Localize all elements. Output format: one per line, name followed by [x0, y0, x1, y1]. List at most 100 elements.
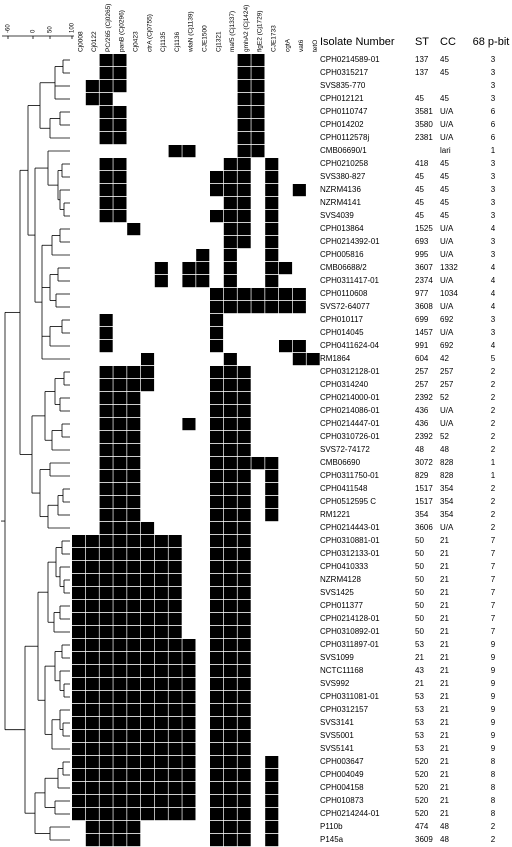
gene-cell: [279, 821, 292, 833]
gene-cell: [85, 613, 99, 626]
st-value: 418: [415, 159, 429, 168]
gene-cell: [279, 743, 292, 755]
gene-cell: [237, 67, 251, 80]
gene-cell: [210, 379, 224, 392]
isolate-name: CPH011377: [320, 601, 364, 610]
gene-cell: [85, 80, 99, 93]
gene-cell: [210, 145, 223, 157]
gene-cell: [307, 132, 320, 144]
gene-cell: [307, 639, 320, 651]
gene-cell: [99, 795, 113, 808]
gene-cell: [279, 119, 292, 131]
gene-cell: [99, 379, 113, 392]
cc-value: 354: [440, 510, 454, 519]
cc-value: U/A: [440, 276, 454, 285]
st-value: 21: [415, 679, 424, 688]
gene-cell: [223, 197, 237, 210]
gene-cell: [113, 54, 127, 67]
gene-cell: [127, 314, 140, 326]
gene-cell: [196, 613, 209, 625]
gene-cell: [141, 249, 154, 261]
gene-cell: [127, 457, 141, 470]
gene-cell: [155, 80, 168, 92]
pbit-value: 6: [491, 107, 496, 116]
isolate-name: CPH0214000-01: [320, 393, 380, 402]
gene-cell: [113, 80, 127, 93]
gene-cell: [85, 93, 99, 106]
st-value: 43: [415, 666, 424, 675]
gene-cell: [169, 132, 182, 144]
gene-cell: [85, 626, 99, 639]
gene-cell: [307, 808, 320, 820]
gene-cell: [293, 418, 306, 430]
gene-cell: [210, 600, 224, 613]
gene-cell: [182, 340, 195, 352]
gene-cell: [279, 327, 292, 339]
gene-cell: [237, 522, 251, 535]
gene-cell: [86, 353, 99, 365]
gene-cell: [293, 574, 306, 586]
gene-cell: [182, 184, 195, 196]
gene-cell: [169, 275, 182, 287]
gene-cell: [279, 457, 292, 469]
gene-cell: [169, 106, 182, 118]
st-value: 2381: [415, 133, 433, 142]
gene-cell: [99, 366, 113, 379]
cc-value: 45: [440, 159, 449, 168]
gene-cell: [237, 54, 251, 67]
gene-label: vat6: [298, 39, 305, 52]
gene-cell: [86, 444, 99, 456]
gene-cell: [265, 262, 279, 275]
gene-cell: [127, 600, 141, 613]
gene-cell: [72, 223, 85, 235]
gene-cell: [210, 158, 223, 170]
gene-cell: [293, 678, 306, 690]
gene-label: Cj0122: [91, 31, 98, 52]
gene-cell: [155, 509, 168, 521]
gene-cell: [155, 834, 168, 846]
gene-cell: [168, 548, 182, 561]
gene-cell: [141, 418, 154, 430]
gene-cell: [196, 639, 209, 651]
gene-cell: [141, 743, 155, 756]
cc-value: 21: [440, 783, 449, 792]
gene-cell: [307, 184, 320, 196]
gene-cell: [72, 327, 85, 339]
gene-cell: [141, 808, 155, 821]
gene-cell: [127, 808, 141, 821]
gene-cell: [265, 158, 279, 171]
gene-cell: [141, 730, 155, 743]
gene-cell: [86, 301, 99, 313]
gene-cell: [251, 145, 265, 158]
isolate-name: CPH013864: [320, 224, 364, 233]
gene-cell: [265, 171, 279, 184]
gene-cell: [292, 340, 306, 353]
gene-cell: [238, 327, 251, 339]
gene-cell: [154, 730, 168, 743]
gene-cell: [265, 184, 279, 197]
gene-cell: [127, 340, 140, 352]
gene-cell: [279, 275, 292, 287]
gene-cell: [279, 834, 292, 846]
pbit-value: 8: [491, 796, 496, 805]
gene-cell: [182, 704, 196, 717]
gene-cell: [251, 405, 264, 417]
gene-cell: [237, 821, 251, 834]
gene-cell: [155, 210, 168, 222]
cc-value: 45: [440, 55, 449, 64]
gene-cell: [307, 600, 320, 612]
gene-cell: [155, 392, 168, 404]
gene-cell: [196, 769, 209, 781]
gene-cell: [307, 509, 320, 521]
gene-cell: [113, 756, 127, 769]
gene-cell: [154, 548, 168, 561]
gene-cell: [237, 171, 251, 184]
gene-cell: [237, 197, 251, 210]
gene-cell: [279, 262, 293, 275]
gene-cell: [99, 67, 113, 80]
gene-cell: [85, 548, 99, 561]
gene-cell: [113, 522, 127, 535]
gene-cell: [293, 561, 306, 573]
gene-cell: [113, 782, 127, 795]
gene-cell: [279, 730, 292, 742]
